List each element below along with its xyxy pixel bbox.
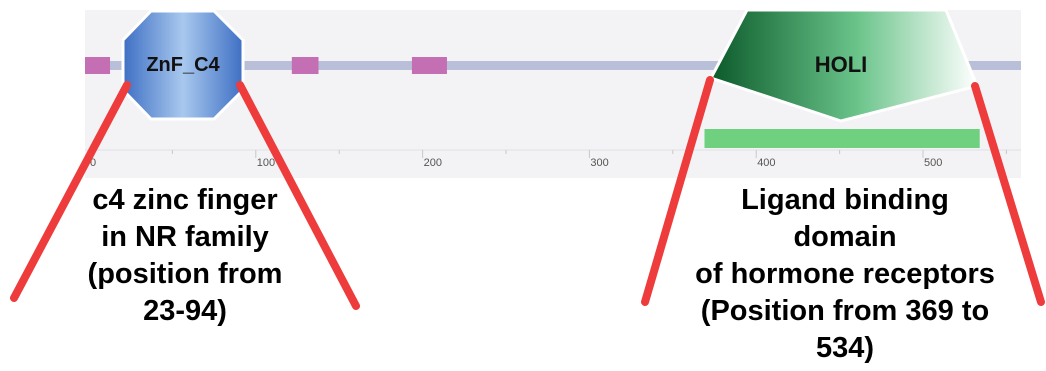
domain-label-holi: HOLI bbox=[815, 52, 868, 77]
protein-backbone bbox=[85, 61, 1021, 70]
callout-line-left-b bbox=[236, 81, 360, 310]
holi-pentagon bbox=[708, 8, 980, 123]
annotation-line: 534) bbox=[815, 332, 875, 364]
tick-label: 300 bbox=[590, 157, 608, 169]
annotation-line: Ligand binding bbox=[741, 184, 949, 216]
tick-label: 500 bbox=[924, 157, 942, 169]
callout-line-left-a bbox=[10, 81, 131, 302]
tick-label: 400 bbox=[757, 157, 775, 169]
green-feature-bar bbox=[704, 129, 980, 148]
annotation-line: domain bbox=[793, 221, 897, 253]
low-complexity-segment bbox=[291, 57, 319, 74]
tick-label: 200 bbox=[424, 157, 442, 169]
callout-line-right-a bbox=[641, 76, 714, 306]
domain-label-znf-c4: ZnF_C4 bbox=[146, 54, 220, 76]
callout-line-right-b bbox=[971, 82, 1045, 306]
low-complexity-segment bbox=[411, 57, 447, 74]
annotation-holi: Ligand binding domain of hormone receptors… bbox=[645, 182, 1045, 367]
annotation-line: of hormone receptors bbox=[695, 258, 995, 290]
low-complexity-segment bbox=[85, 57, 111, 74]
annotation-line: (Position from 369 to bbox=[700, 295, 990, 327]
annotation-line: in NR family bbox=[101, 221, 269, 253]
annotation-line: c4 zinc finger bbox=[92, 184, 278, 216]
domain-znf-c4[interactable]: ZnF_C4 bbox=[121, 9, 245, 121]
tick-label: 0 bbox=[90, 157, 96, 169]
domain-holi[interactable]: HOLI bbox=[708, 8, 980, 123]
annotation-znf-c4: c4 zinc finger in NR family (position from… bbox=[50, 182, 320, 330]
annotation-line: (position from bbox=[87, 258, 283, 290]
tick-label: 100 bbox=[257, 157, 275, 169]
annotation-line: 23-94) bbox=[143, 295, 227, 327]
